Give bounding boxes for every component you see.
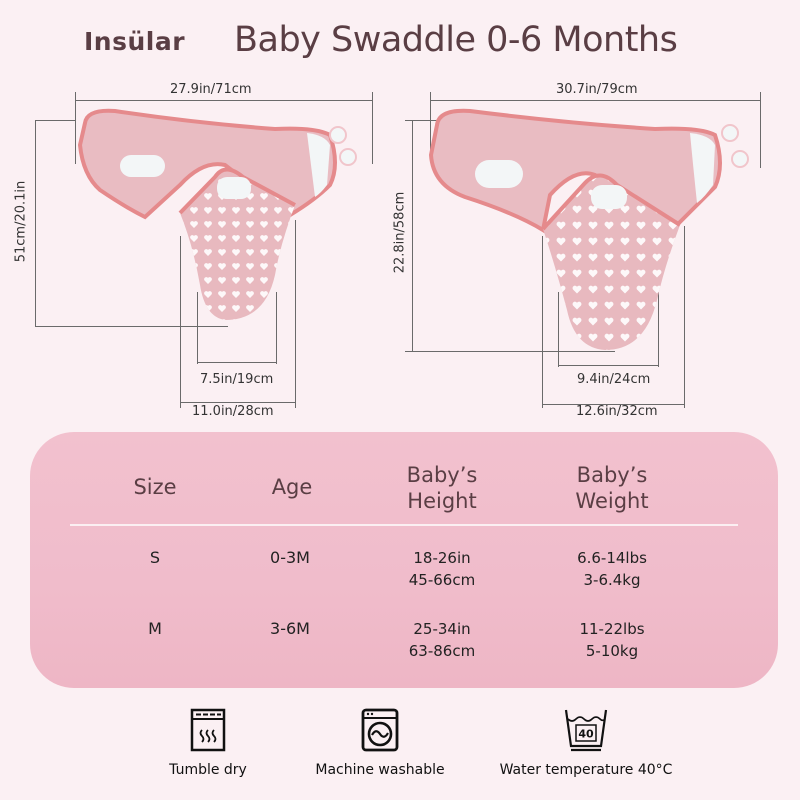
dimension-tick bbox=[430, 92, 431, 152]
outer-width-line bbox=[542, 404, 684, 405]
width-label: 27.9in/71cm bbox=[170, 82, 252, 97]
width-dimension-line bbox=[430, 100, 761, 101]
dimension-tick bbox=[405, 120, 440, 121]
care-label: Tumble dry bbox=[169, 762, 247, 778]
care-item-machine-washable: Machine washable bbox=[300, 708, 460, 778]
dimension-tick bbox=[658, 292, 659, 367]
cell-size: M bbox=[148, 619, 162, 638]
column-header-height: Baby’s Height bbox=[406, 463, 478, 513]
column-header-weight: Baby’s Weight bbox=[575, 463, 649, 513]
table-divider bbox=[70, 524, 738, 526]
outer-width-label: 11.0in/28cm bbox=[192, 404, 274, 419]
cell-weight: 6.6-14lbs 3-6.4kg bbox=[577, 549, 647, 589]
wash-temperature-icon: 40 bbox=[564, 709, 608, 752]
dimension-tick bbox=[558, 292, 559, 367]
height-label: 22.8in/58cm bbox=[392, 191, 408, 274]
cell-height: 25-34in 63-86cm bbox=[408, 620, 476, 660]
dimension-tick bbox=[372, 92, 373, 164]
dimension-tick bbox=[295, 220, 296, 408]
cell-weight: 11-22lbs 5-10kg bbox=[579, 620, 645, 660]
height-dimension-line bbox=[412, 120, 413, 351]
svg-text:40: 40 bbox=[578, 728, 594, 741]
column-header-size: Size bbox=[133, 475, 177, 499]
width-dimension-line bbox=[75, 100, 373, 101]
tumble-dry-icon bbox=[190, 708, 226, 752]
swaddle-image-m bbox=[428, 108, 749, 350]
care-label: Machine washable bbox=[315, 762, 445, 778]
dimension-tick bbox=[75, 92, 76, 164]
dimension-tick bbox=[542, 236, 543, 408]
dimension-tick bbox=[197, 292, 198, 364]
dimension-tick bbox=[276, 292, 277, 364]
dimension-tick bbox=[180, 236, 181, 408]
column-header-age: Age bbox=[271, 475, 313, 499]
brand-logo: Insülar bbox=[84, 27, 186, 56]
washing-machine-icon bbox=[361, 708, 399, 752]
cell-age: 3-6M bbox=[270, 619, 310, 638]
outer-width-line bbox=[180, 402, 295, 403]
dimension-tick bbox=[35, 120, 75, 121]
inner-width-label: 7.5in/19cm bbox=[200, 372, 274, 387]
dimension-tick bbox=[760, 92, 761, 168]
header: Insülar Baby Swaddle 0-6 Months bbox=[0, 18, 800, 74]
size-chart-table bbox=[30, 432, 778, 688]
care-item-tumble-dry: Tumble dry bbox=[148, 708, 268, 778]
outer-width-label: 12.6in/32cm bbox=[576, 404, 658, 419]
height-dimension-line bbox=[35, 120, 36, 326]
cell-age: 0-3M bbox=[270, 548, 310, 567]
dimension-tick bbox=[405, 351, 615, 352]
cell-size: S bbox=[149, 548, 161, 567]
inner-width-line bbox=[558, 365, 659, 366]
dimension-tick bbox=[684, 226, 685, 408]
page-title: Baby Swaddle 0-6 Months bbox=[234, 20, 678, 60]
swaddle-image-s bbox=[77, 108, 357, 320]
care-label: Water temperature 40°C bbox=[499, 762, 673, 778]
height-label: 51cm/20.1in bbox=[13, 180, 29, 263]
inner-width-label: 9.4in/24cm bbox=[577, 372, 651, 387]
inner-width-line bbox=[197, 362, 277, 363]
dimension-tick bbox=[35, 326, 228, 327]
cell-height: 18-26in 45-66cm bbox=[408, 549, 476, 589]
width-label: 30.7in/79cm bbox=[556, 82, 638, 97]
care-item-water-temperature: 40 Water temperature 40°C bbox=[486, 708, 686, 778]
